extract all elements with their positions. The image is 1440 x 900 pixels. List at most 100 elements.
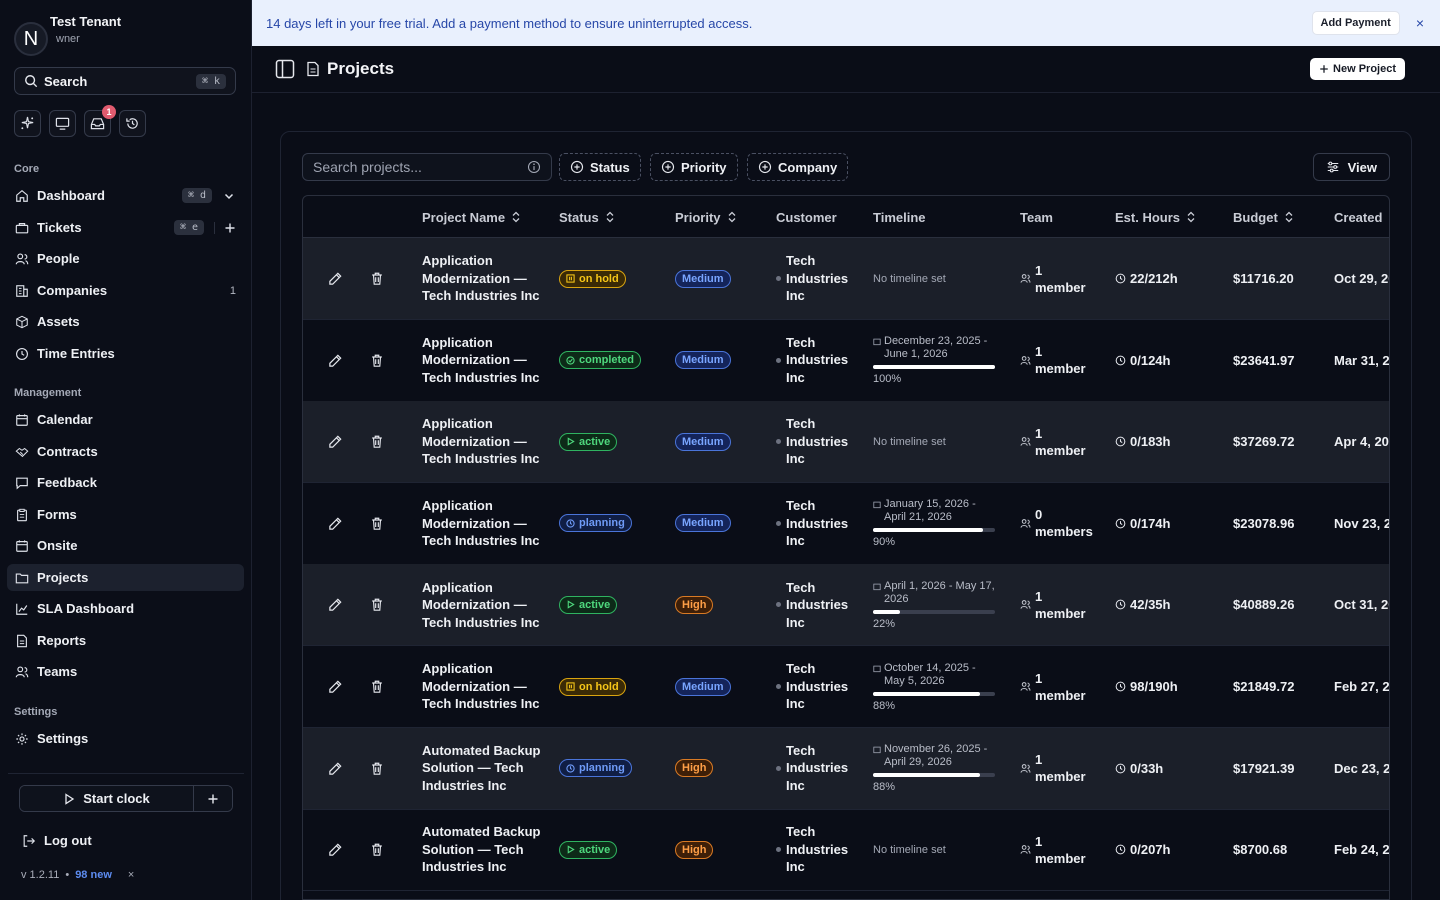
pencil-icon: [328, 680, 342, 693]
view-options-button[interactable]: View: [1312, 153, 1390, 181]
logout-button[interactable]: Log out: [22, 833, 92, 848]
plus-icon[interactable]: [214, 221, 236, 234]
project-name-link[interactable]: Automated Backup Solution — Tech Industr…: [422, 742, 541, 793]
version-info: v 1.2.11 • 98 new ×: [21, 869, 134, 881]
sidebar-item-forms[interactable]: Forms: [7, 501, 244, 528]
column-budget[interactable]: Budget: [1233, 196, 1294, 238]
project-name-link[interactable]: Application Modernization — Tech Industr…: [422, 253, 540, 304]
delete-button[interactable]: [367, 758, 387, 778]
project-name-link[interactable]: Automated Backup Solution — Tech Industr…: [422, 824, 541, 875]
sidebar-item-tickets[interactable]: Tickets ⌘ e: [7, 214, 244, 241]
calendar-icon: [873, 665, 881, 672]
status-badge: on hold: [559, 677, 626, 696]
project-name-link[interactable]: Application Modernization — Tech Industr…: [422, 579, 540, 630]
sidebar-item-companies[interactable]: Companies 1: [7, 277, 244, 304]
created-date: Apr 4, 2026: [1334, 434, 1389, 450]
column-created[interactable]: Created: [1334, 196, 1382, 238]
edit-button[interactable]: [325, 269, 345, 289]
sidebar-item-teams[interactable]: Teams: [7, 658, 244, 685]
sidebar-item-label: Forms: [37, 507, 77, 522]
sidebar-item-contracts[interactable]: Contracts: [7, 438, 244, 465]
table-row[interactable]: Application Modernization — Tech Industr…: [303, 401, 1389, 484]
sidebar-item-assets[interactable]: Assets: [7, 308, 244, 335]
sidebar-item-time-entries[interactable]: Time Entries: [7, 340, 244, 367]
filter-company[interactable]: Company: [747, 153, 849, 181]
delete-button[interactable]: [367, 840, 387, 860]
column-status[interactable]: Status: [559, 196, 615, 238]
edit-button[interactable]: [325, 677, 345, 697]
team-label: 0 members: [1035, 507, 1093, 540]
monitor-button[interactable]: [49, 110, 76, 137]
sidebar-item-projects[interactable]: Projects: [7, 564, 244, 591]
sidebar-item-people[interactable]: People: [7, 245, 244, 272]
project-name-link[interactable]: Application Modernization — Tech Industr…: [422, 498, 540, 549]
home-icon: [16, 189, 28, 202]
progress-bar: [873, 691, 995, 696]
filter-priority[interactable]: Priority: [650, 153, 738, 181]
add-payment-button[interactable]: Add Payment: [1311, 11, 1400, 35]
sidebar-item-calendar[interactable]: Calendar: [7, 406, 244, 433]
changelog-link[interactable]: 98 new: [75, 869, 112, 881]
add-time-button[interactable]: [194, 786, 232, 811]
page-title: Projects: [327, 59, 395, 78]
delete-button[interactable]: [367, 432, 387, 452]
table-row[interactable]: Application Modernization — Tech Industr…: [303, 646, 1389, 728]
delete-button[interactable]: [367, 269, 387, 289]
close-icon[interactable]: ×: [1415, 15, 1424, 31]
sidebar-item-dashboard[interactable]: Dashboard ⌘ d: [7, 182, 244, 209]
sidebar-toggle-icon[interactable]: [275, 59, 295, 79]
table-row[interactable]: Automated Backup Solution — Tech Industr…: [303, 727, 1389, 810]
filter-status[interactable]: Status: [559, 153, 641, 181]
sidebar-divider: [8, 773, 244, 774]
column-project-name[interactable]: Project Name: [422, 196, 521, 238]
edit-button[interactable]: [325, 758, 345, 778]
column-est-hours[interactable]: Est. Hours: [1115, 196, 1196, 238]
sidebar-item-sla-dashboard[interactable]: SLA Dashboard: [7, 595, 244, 622]
project-search-input[interactable]: [313, 159, 527, 175]
table-row[interactable]: Automated Backup Solution — Tech Industr…: [303, 809, 1389, 892]
filter-label: Priority: [681, 159, 727, 175]
quick-actions: 1: [14, 105, 146, 137]
chart-icon: [16, 603, 28, 615]
close-icon[interactable]: ×: [127, 869, 135, 881]
timeline-dates: April 1, 2026 - May 17, 2026: [884, 579, 995, 605]
delete-button[interactable]: [367, 513, 387, 533]
table-row[interactable]: Application Modernization — Tech Industr…: [303, 238, 1389, 320]
project-name-link[interactable]: Application Modernization — Tech Industr…: [422, 661, 540, 712]
sidebar-item-reports[interactable]: Reports: [7, 627, 244, 654]
delete-button[interactable]: [367, 350, 387, 370]
edit-button[interactable]: [325, 840, 345, 860]
est-hours: 0/174h: [1115, 516, 1170, 531]
tenant-switcher[interactable]: N Test Tenant wner: [14, 12, 121, 56]
edit-button[interactable]: [325, 595, 345, 615]
history-button[interactable]: [119, 110, 146, 137]
clock-icon: [1115, 518, 1126, 529]
ai-sparkle-button[interactable]: [14, 110, 41, 137]
sort-icon: [1187, 211, 1195, 223]
start-clock-button[interactable]: Start clock: [20, 786, 194, 811]
trash-icon: [372, 762, 382, 775]
hours-label: 22/212h: [1130, 271, 1178, 286]
new-project-button[interactable]: New Project: [1310, 58, 1405, 80]
edit-button[interactable]: [325, 350, 345, 370]
clock-icon: [1115, 436, 1126, 447]
sidebar-search[interactable]: Search ⌘ k: [14, 67, 236, 95]
edit-button[interactable]: [325, 432, 345, 452]
chevron-down-icon[interactable]: [222, 190, 236, 202]
table-row[interactable]: Application Modernization — Tech Industr…: [303, 483, 1389, 565]
project-name-link[interactable]: Application Modernization — Tech Industr…: [422, 334, 540, 385]
edit-button[interactable]: [325, 513, 345, 533]
inbox-button[interactable]: 1: [84, 105, 116, 137]
budget: $11716.20: [1233, 271, 1294, 286]
delete-button[interactable]: [367, 677, 387, 697]
table-row[interactable]: Application Modernization — Tech Industr…: [303, 320, 1389, 402]
column-priority[interactable]: Priority: [675, 196, 737, 238]
sidebar-item-feedback[interactable]: Feedback: [7, 469, 244, 496]
project-name-link[interactable]: Application Modernization — Tech Industr…: [422, 416, 540, 467]
trash-icon: [372, 272, 382, 285]
table-row[interactable]: Application Modernization — Tech Industr…: [303, 564, 1389, 647]
delete-button[interactable]: [367, 595, 387, 615]
sidebar-item-settings[interactable]: Settings: [7, 725, 244, 752]
new-project-label: New Project: [1333, 63, 1396, 75]
sidebar-item-onsite[interactable]: Onsite: [7, 532, 244, 559]
